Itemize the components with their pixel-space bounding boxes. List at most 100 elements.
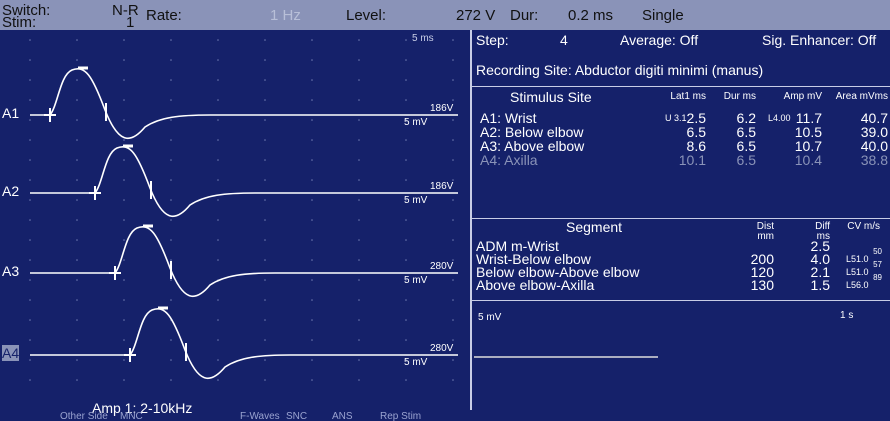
grid-dot: [452, 359, 454, 361]
grid-dot: [452, 139, 454, 141]
grid-dot: [76, 159, 78, 161]
level-label: Level:: [346, 7, 386, 24]
cell-marker: L4.00: [768, 113, 791, 123]
grid-dot: [123, 279, 125, 281]
grid-dot: [29, 139, 31, 141]
grid-dot: [29, 299, 31, 301]
cell: 10.4: [760, 152, 822, 168]
grid-dot: [358, 259, 360, 261]
grid-dot: [217, 199, 219, 201]
column-header: Stimulus Site: [510, 92, 680, 102]
grid-dot: [358, 219, 360, 221]
grid-dot: [405, 99, 407, 101]
grid-dot: [123, 99, 125, 101]
grid-dot: [452, 119, 454, 121]
tab[interactable]: SNC: [286, 411, 307, 421]
tab[interactable]: MNC: [120, 411, 143, 421]
grid-dot: [76, 339, 78, 341]
grid-dot: [76, 179, 78, 181]
grid-dot: [29, 259, 31, 261]
tab[interactable]: F-Waves: [240, 411, 280, 421]
step[interactable]: 4: [560, 32, 568, 48]
grid-dot: [76, 259, 78, 261]
grid-dot: [170, 119, 172, 121]
grid-dot: [452, 219, 454, 221]
trace-label: A3: [2, 263, 19, 279]
grid-dot: [217, 359, 219, 361]
grid-dot: [264, 259, 266, 261]
stim-label: Stim:: [2, 14, 36, 31]
tab[interactable]: ANS: [332, 411, 353, 421]
dur[interactable]: 0.2 ms: [568, 7, 613, 24]
grid-dot: [76, 119, 78, 121]
waveform: [30, 227, 458, 297]
recording-site: Recording Site: Abductor digiti minimi (…: [476, 62, 763, 78]
grid-dot: [123, 219, 125, 221]
tab[interactable]: Other Side: [60, 411, 108, 421]
cell: 130: [740, 277, 774, 293]
grid-dot: [123, 199, 125, 201]
emg-screen: Switch: Stim: N-R 1 Rate: 1 Hz Level: 27…: [0, 0, 890, 421]
onset-marker: [109, 266, 121, 280]
waveform: [30, 69, 458, 139]
grid-dot: [264, 119, 266, 121]
grid-dot: [170, 139, 172, 141]
trace-gain: 5 mV: [404, 195, 427, 206]
grid-dot: [358, 319, 360, 321]
grid-dot: [217, 139, 219, 141]
grid-dot: [217, 339, 219, 341]
single[interactable]: Single: [642, 7, 684, 24]
grid-dot: [170, 199, 172, 201]
grid-dot: [76, 99, 78, 101]
cell: 1.5: [800, 277, 830, 293]
grid-dot: [123, 319, 125, 321]
level[interactable]: 272 V: [456, 7, 495, 24]
grid-dot: [452, 79, 454, 81]
grid-dot: [170, 279, 172, 281]
grid-dot: [76, 299, 78, 301]
mode-num: 1: [126, 14, 134, 31]
waveform-panel: [0, 30, 470, 405]
grid-dot: [170, 79, 172, 81]
grid-dot: [29, 119, 31, 121]
grid-dot: [405, 179, 407, 181]
grid-dot: [123, 59, 125, 61]
grid-dot: [452, 199, 454, 201]
grid-dot: [405, 259, 407, 261]
rate-label: Rate:: [146, 7, 182, 24]
sig-enhancer[interactable]: Sig. Enhancer: Off: [762, 32, 876, 48]
grid-dot: [311, 79, 313, 81]
grid-dot: [358, 119, 360, 121]
grid-dot: [264, 279, 266, 281]
grid-dot: [123, 299, 125, 301]
traces: [30, 68, 458, 378]
rate[interactable]: 1 Hz: [270, 7, 301, 24]
grid-dot: [264, 159, 266, 161]
grid-dot: [358, 299, 360, 301]
timebase: 5 ms: [412, 33, 434, 44]
grid-dot: [358, 179, 360, 181]
grid-dot: [170, 379, 172, 381]
grid-dot: [217, 299, 219, 301]
grid-dot: [217, 379, 219, 381]
grid-dot: [264, 199, 266, 201]
average[interactable]: Average: Off: [620, 32, 698, 48]
grid-dot: [123, 119, 125, 121]
grid-dot: [405, 319, 407, 321]
grid-dot: [311, 99, 313, 101]
grid-dot: [452, 299, 454, 301]
grid-dot: [217, 179, 219, 181]
grid-dot: [29, 79, 31, 81]
grid-dot: [76, 199, 78, 201]
grid-dot: [29, 319, 31, 321]
grid-dot: [29, 359, 31, 361]
grid-dot: [123, 179, 125, 181]
tab[interactable]: Rep Stim: [380, 411, 421, 421]
grid-dot: [170, 219, 172, 221]
grid-dot: [405, 219, 407, 221]
column-header: Dist mm: [740, 222, 774, 242]
grid-dot: [311, 259, 313, 261]
grid-dot: [76, 359, 78, 361]
waveform: [30, 309, 458, 379]
grid-dot: [311, 299, 313, 301]
